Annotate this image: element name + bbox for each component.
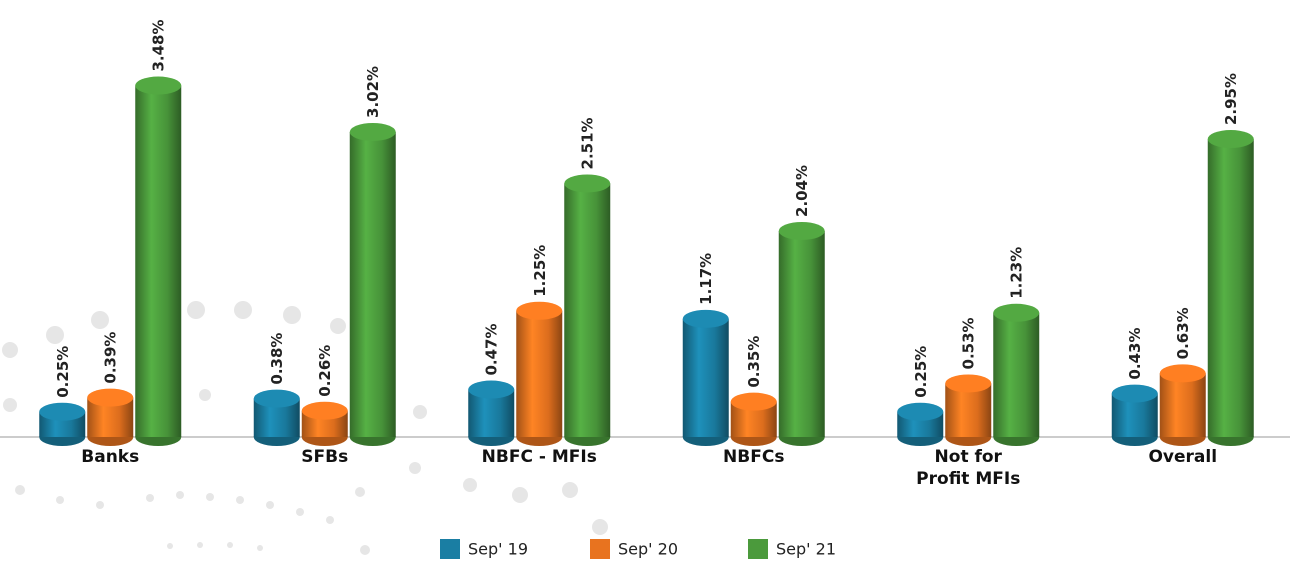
bar [993, 312, 1040, 437]
legend-label: Sep' 21 [776, 540, 836, 559]
bar [682, 318, 729, 437]
bar [516, 310, 563, 437]
value-label: 0.26% [316, 345, 334, 397]
bar [349, 131, 396, 438]
x-tick-label: NBFCs [723, 447, 785, 467]
legend-label: Sep' 20 [618, 540, 678, 559]
bar-top [730, 392, 777, 411]
bar-top [1111, 384, 1158, 403]
value-label: 2.04% [793, 165, 811, 217]
bar [1159, 373, 1206, 437]
bar-top [897, 402, 944, 421]
value-label: 0.47% [483, 323, 501, 375]
bar-top [39, 402, 86, 421]
value-label: 3.02% [364, 66, 382, 118]
value-label: 0.53% [960, 317, 978, 369]
bar-top [682, 309, 729, 328]
x-tick-label: SFBs [301, 447, 349, 467]
legend-swatch [440, 539, 460, 559]
value-label: 2.95% [1222, 73, 1240, 125]
value-label: 3.48% [150, 19, 168, 71]
x-tick-label: Banks [81, 447, 140, 467]
bar-top [516, 301, 563, 320]
bar-top [301, 401, 348, 420]
value-label: 2.51% [579, 117, 597, 169]
value-label: 0.35% [745, 336, 763, 388]
bar [1207, 139, 1254, 438]
x-tick-label: NBFC - MFIs [481, 447, 597, 467]
value-label: 1.17% [697, 253, 715, 305]
value-label: 0.39% [102, 332, 120, 384]
bar-top [1159, 364, 1206, 383]
legend-label: Sep' 19 [468, 540, 528, 559]
bar-top [87, 388, 134, 407]
bar-top [135, 76, 182, 95]
value-label: 0.25% [54, 346, 72, 398]
legend-swatch [590, 539, 610, 559]
value-label: 1.23% [1008, 247, 1026, 299]
value-label: 0.63% [1174, 307, 1192, 359]
value-label: 1.25% [531, 245, 549, 297]
bar-top [1207, 130, 1254, 149]
bar-top [468, 380, 515, 399]
value-label: 0.25% [912, 346, 930, 398]
bar [135, 85, 182, 438]
bar-top [993, 303, 1040, 322]
bar-top [253, 389, 300, 408]
bar-top [778, 221, 825, 240]
value-label: 0.43% [1126, 328, 1144, 380]
bar-top [564, 174, 611, 193]
x-tick-label: Overall [1148, 447, 1218, 467]
legend-swatch [748, 539, 768, 559]
bar [564, 183, 611, 437]
bar-top [945, 374, 992, 393]
bar [778, 230, 825, 437]
background-dots [2, 301, 608, 555]
x-tick-label: Not for Profit MFIs [916, 447, 1021, 489]
value-label: 0.38% [268, 333, 286, 385]
bar-top [349, 122, 396, 141]
